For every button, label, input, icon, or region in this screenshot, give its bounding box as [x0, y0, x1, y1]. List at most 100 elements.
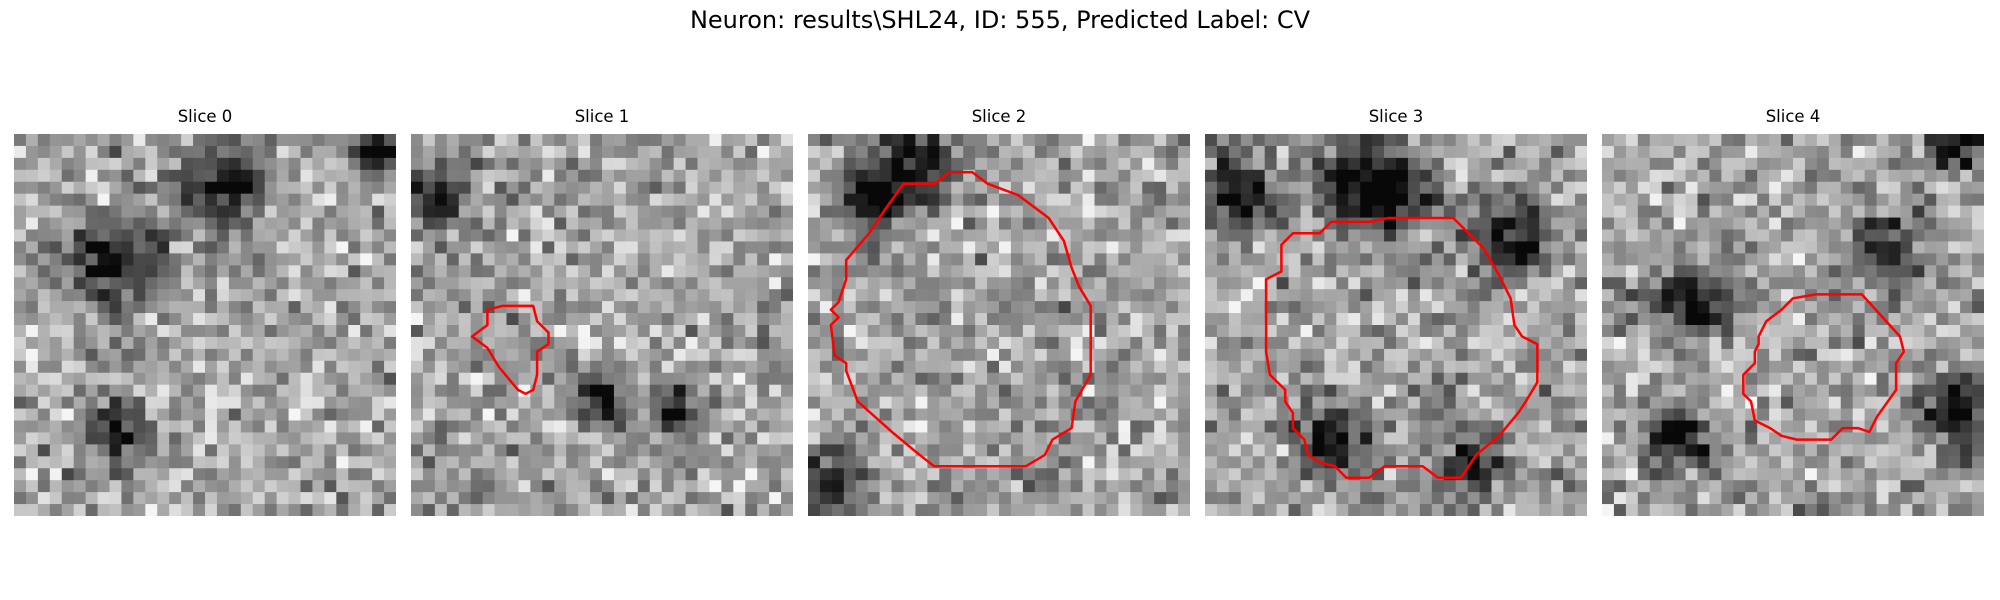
pixel	[506, 384, 519, 398]
pixel	[85, 265, 98, 278]
pixel	[637, 169, 651, 183]
pixel	[1300, 336, 1313, 350]
pixel	[1154, 336, 1167, 350]
pixel	[1527, 325, 1540, 338]
pixel	[1563, 456, 1576, 469]
pixel	[637, 372, 651, 386]
pixel	[470, 265, 484, 278]
pixel	[831, 157, 845, 171]
pixel	[1960, 396, 1973, 409]
pixel	[482, 336, 495, 350]
pixel	[554, 181, 567, 195]
pixel	[1205, 277, 1218, 290]
pixel	[1372, 181, 1385, 195]
pixel	[566, 193, 579, 207]
pixel	[1602, 169, 1615, 183]
pixel	[975, 134, 988, 147]
pixel	[927, 432, 940, 445]
pixel	[482, 145, 495, 159]
roi-contour-3	[1264, 216, 1539, 480]
pixel	[1960, 157, 1973, 171]
pixel	[1178, 181, 1190, 195]
pixel	[554, 444, 567, 457]
pixel	[1852, 217, 1866, 230]
pixel	[73, 444, 87, 457]
pixel	[661, 193, 675, 207]
pixel	[1431, 277, 1445, 290]
pixel	[133, 360, 146, 374]
pixel	[1467, 205, 1480, 218]
pixel	[1094, 134, 1107, 147]
pixel	[121, 372, 134, 386]
pixel	[808, 396, 821, 409]
pixel	[939, 265, 952, 278]
pixel	[324, 432, 337, 445]
pixel	[1360, 456, 1373, 469]
pixel	[1948, 145, 1961, 159]
pixel	[1467, 432, 1480, 445]
pixel	[1769, 157, 1782, 171]
pixel	[733, 396, 746, 409]
pixel	[1649, 360, 1663, 374]
pixel	[422, 468, 436, 481]
pixel	[422, 157, 436, 171]
pixel	[1503, 265, 1516, 278]
pixel	[1781, 384, 1794, 398]
pixel	[1816, 384, 1830, 398]
pixel	[1757, 169, 1770, 183]
pixel	[1443, 420, 1457, 433]
pixel	[1300, 420, 1313, 433]
pixel	[264, 372, 278, 386]
pixel	[1348, 372, 1361, 386]
pixel	[867, 325, 881, 338]
pixel	[109, 360, 122, 374]
pixel	[625, 193, 639, 207]
pixel	[109, 229, 122, 242]
pixel	[1288, 157, 1301, 171]
pixel	[963, 325, 976, 338]
pixel	[252, 205, 266, 218]
pixel	[1685, 134, 1698, 147]
pixel	[1972, 384, 1984, 398]
pixel	[1106, 468, 1119, 481]
pixel	[1852, 277, 1866, 290]
pixel	[1709, 456, 1722, 469]
pixel	[1515, 217, 1528, 230]
pixel	[1539, 396, 1552, 409]
pixel	[312, 217, 325, 230]
pixel	[264, 360, 278, 374]
pixel	[1563, 181, 1576, 195]
pixel	[819, 384, 833, 398]
pixel	[300, 456, 313, 469]
pixel	[709, 217, 722, 230]
pixel	[781, 384, 793, 398]
pixel	[819, 169, 833, 183]
pixel	[1709, 277, 1722, 290]
pixel	[1900, 325, 1913, 338]
pixel	[1613, 444, 1627, 457]
pixel	[300, 313, 313, 326]
pixel	[470, 193, 484, 207]
pixel	[1396, 396, 1409, 409]
pixel	[1781, 360, 1794, 374]
pixel	[1912, 384, 1925, 398]
pixel	[915, 504, 928, 516]
pixel	[975, 504, 988, 516]
pixel	[1467, 277, 1480, 290]
pixel	[1455, 277, 1469, 290]
pixel	[300, 360, 313, 374]
pixel	[867, 396, 881, 409]
pixel	[1312, 360, 1325, 374]
pixel	[1130, 289, 1143, 302]
pixel	[494, 468, 507, 481]
pixel	[1625, 193, 1639, 207]
pixel	[1178, 134, 1190, 147]
pixel	[1828, 169, 1842, 183]
pixel	[73, 420, 87, 433]
pixel	[1709, 241, 1722, 254]
pixel	[566, 145, 579, 159]
pixel	[1900, 169, 1913, 183]
pixel	[590, 229, 603, 242]
pixel	[963, 444, 976, 457]
pixel	[1419, 492, 1433, 505]
